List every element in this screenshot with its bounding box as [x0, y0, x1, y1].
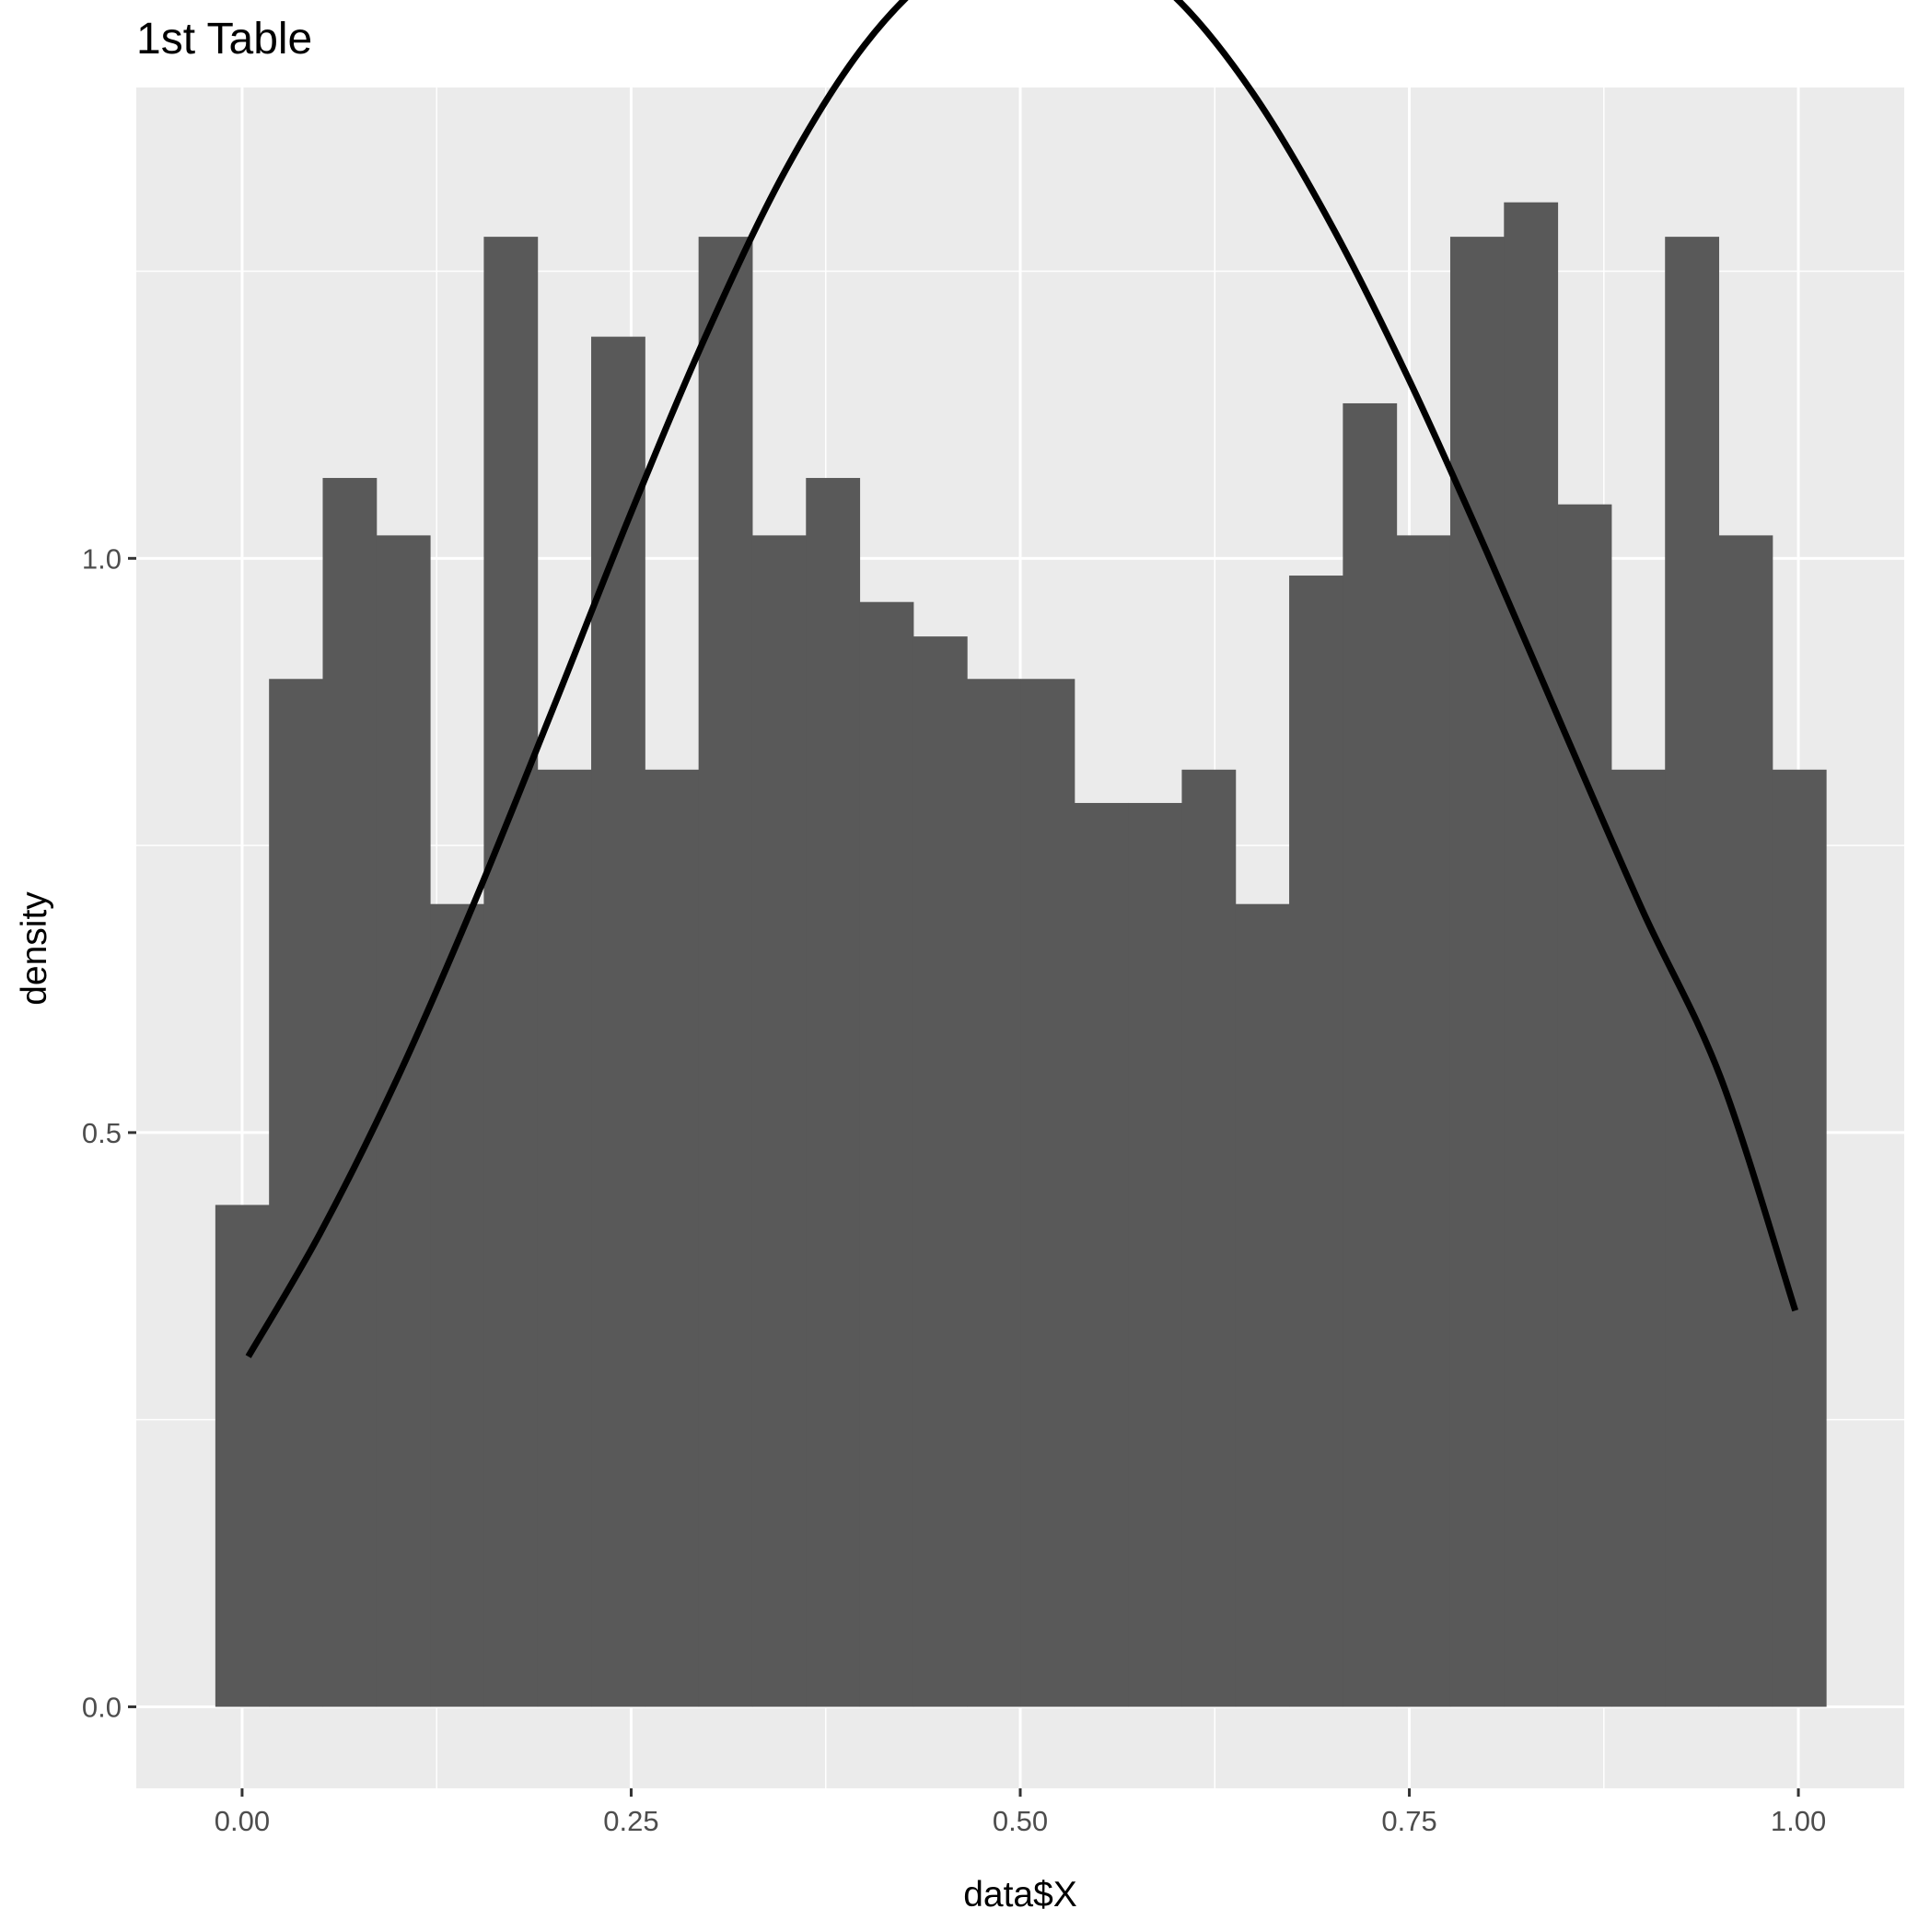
histogram-bar	[269, 679, 323, 1707]
histogram-bar	[1181, 769, 1237, 1707]
histogram-bar	[1772, 769, 1827, 1707]
x-axis: 0.00 0.25 0.50 0.75 1.00	[215, 1788, 1826, 1837]
histogram-bar	[698, 237, 753, 1707]
histogram-bar	[1610, 769, 1666, 1707]
y-tick-label: 0.5	[82, 1117, 122, 1149]
histogram-bars	[215, 202, 1827, 1707]
histogram-bar	[645, 769, 700, 1707]
histogram-bar	[1449, 237, 1505, 1707]
histogram-bar	[1020, 679, 1075, 1707]
histogram-bar	[751, 535, 807, 1707]
histogram-bar	[483, 237, 539, 1707]
histogram-bar	[1396, 535, 1451, 1707]
histogram-bar	[1289, 576, 1343, 1707]
histogram-bar	[859, 601, 914, 1707]
histogram-bar	[1718, 535, 1773, 1707]
histogram-bar	[913, 636, 968, 1707]
x-tick-label: 0.25	[603, 1805, 658, 1837]
histogram-bar	[1504, 202, 1559, 1707]
histogram-bar	[1557, 504, 1612, 1707]
x-axis-title: data$X	[963, 1875, 1077, 1915]
histogram-bar	[215, 1205, 270, 1707]
histogram-bar	[322, 478, 378, 1707]
chart-title: 1st Table	[136, 15, 312, 64]
x-tick-label: 0.75	[1381, 1805, 1436, 1837]
histogram-bar	[591, 336, 645, 1707]
histogram-bar	[430, 903, 484, 1707]
x-tick-label: 0.50	[993, 1805, 1048, 1837]
x-tick-label: 0.00	[215, 1805, 270, 1837]
y-axis-title: density	[15, 891, 54, 1006]
density-curve	[245, 0, 1799, 1358]
histogram-bar	[967, 679, 1022, 1707]
y-axis: 0.0 0.5 1.0	[82, 542, 136, 1723]
histogram-bar	[806, 478, 861, 1707]
histogram-bar	[1235, 903, 1290, 1707]
histogram-bar	[537, 769, 592, 1707]
y-tick-label: 0.0	[82, 1691, 122, 1723]
x-tick-label: 1.00	[1771, 1805, 1826, 1837]
y-tick-label: 1.0	[82, 542, 122, 575]
histogram-bar	[1343, 402, 1398, 1707]
histogram-bar	[1074, 802, 1129, 1707]
histogram-bar	[376, 535, 431, 1707]
histogram-bar	[1128, 802, 1182, 1707]
